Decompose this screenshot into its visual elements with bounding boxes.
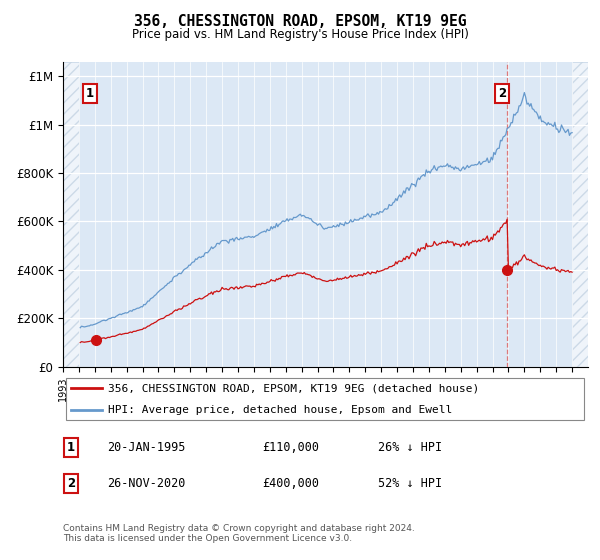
- Text: Price paid vs. HM Land Registry's House Price Index (HPI): Price paid vs. HM Land Registry's House …: [131, 28, 469, 41]
- Text: 20-JAN-1995: 20-JAN-1995: [107, 441, 186, 455]
- Text: 1: 1: [67, 441, 75, 455]
- Text: HPI: Average price, detached house, Epsom and Ewell: HPI: Average price, detached house, Epso…: [107, 405, 452, 415]
- Bar: [63, 62, 79, 367]
- Text: 1: 1: [86, 87, 94, 100]
- Text: 26% ↓ HPI: 26% ↓ HPI: [378, 441, 442, 455]
- Text: 52% ↓ HPI: 52% ↓ HPI: [378, 477, 442, 490]
- Bar: [572, 62, 588, 367]
- Text: £110,000: £110,000: [263, 441, 320, 455]
- Text: £400,000: £400,000: [263, 477, 320, 490]
- Text: 2: 2: [67, 477, 75, 490]
- Text: 2: 2: [498, 87, 506, 100]
- FancyBboxPatch shape: [65, 377, 584, 421]
- Text: 26-NOV-2020: 26-NOV-2020: [107, 477, 186, 490]
- Text: Contains HM Land Registry data © Crown copyright and database right 2024.
This d: Contains HM Land Registry data © Crown c…: [63, 524, 415, 543]
- Text: 356, CHESSINGTON ROAD, EPSOM, KT19 9EG: 356, CHESSINGTON ROAD, EPSOM, KT19 9EG: [134, 14, 466, 29]
- Text: 356, CHESSINGTON ROAD, EPSOM, KT19 9EG (detached house): 356, CHESSINGTON ROAD, EPSOM, KT19 9EG (…: [107, 383, 479, 393]
